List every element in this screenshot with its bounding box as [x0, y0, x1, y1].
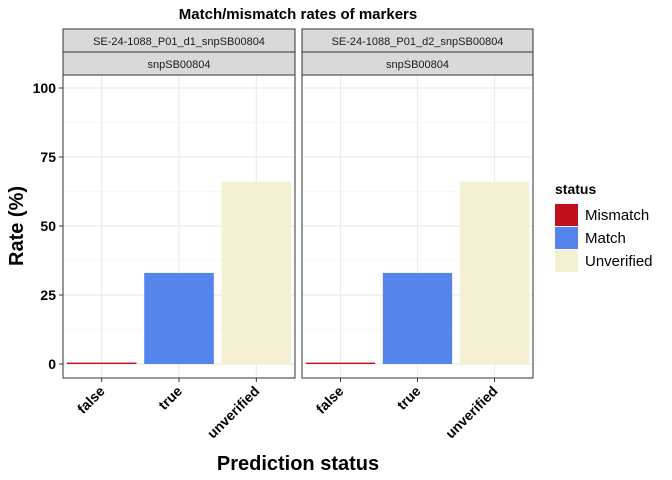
bar-unverified [459, 181, 530, 364]
y-axis: 0 25 50 75 100 [33, 80, 63, 372]
y-axis-title: Rate (%) [6, 186, 28, 266]
y-tick-label: 75 [40, 149, 56, 165]
y-tick-label: 100 [33, 80, 57, 96]
facet-panel: SE-24-1088_P01_d1_snpSB00804 snpSB00804 [62, 28, 296, 379]
legend-key-unverified [555, 250, 578, 272]
facet-panel: SE-24-1088_P01_d2_snpSB00804 snpSB00804 [301, 28, 534, 379]
legend: status Mismatch Match Unverified [555, 181, 653, 272]
strip-top-label: SE-24-1088_P01_d2_snpSB00804 [332, 36, 504, 48]
legend-key-mismatch [555, 204, 578, 226]
strip-top-label: SE-24-1088_P01_d1_snpSB00804 [93, 36, 265, 48]
x-axis-title: Prediction status [217, 453, 379, 475]
x-tick-label: false [74, 383, 108, 417]
x-tick-label: unverified [204, 383, 263, 442]
bar-false [66, 362, 137, 364]
x-tick-label: true [394, 383, 424, 413]
bar-false [305, 362, 376, 364]
legend-title: status [555, 181, 596, 197]
legend-label: Match [585, 230, 626, 247]
bar-unverified [221, 181, 292, 364]
x-tick-label: unverified [442, 383, 501, 442]
legend-key-match [555, 227, 578, 249]
bar-true [382, 272, 453, 364]
strip-bottom-label: snpSB00804 [148, 59, 211, 71]
facet-panels: SE-24-1088_P01_d1_snpSB00804snpSB00804SE… [62, 28, 534, 379]
strip-bottom-label: snpSB00804 [386, 59, 449, 71]
legend-label: Mismatch [585, 207, 649, 224]
chart-title: Match/mismatch rates of markers [179, 6, 417, 23]
y-tick-label: 50 [40, 218, 56, 234]
x-tick-label: false [313, 383, 347, 417]
legend-label: Unverified [585, 253, 653, 270]
bar-true [144, 272, 214, 364]
y-tick-label: 25 [40, 287, 56, 303]
y-tick-label: 0 [48, 356, 56, 372]
x-tick-label: true [155, 383, 185, 413]
x-axis: false true unverified false true unverified [74, 378, 501, 441]
